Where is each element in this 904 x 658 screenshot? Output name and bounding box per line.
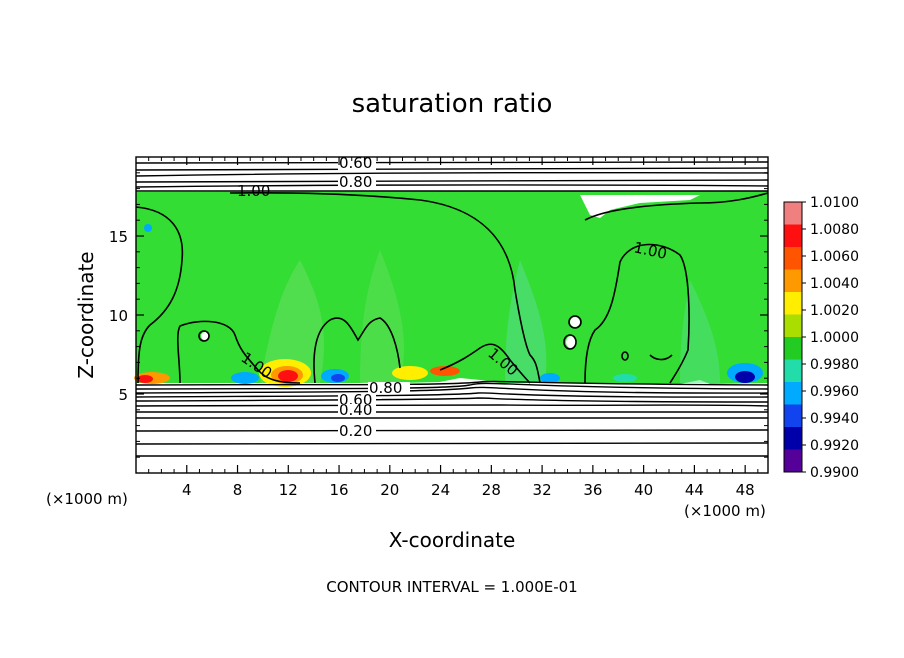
plot-area: 0.60 0.80 1.00 1.00 1.00 1.00 0.80 0.60 … <box>134 154 769 474</box>
x-tick-label: 20 <box>380 481 399 499</box>
contour-label: 1.00 <box>237 182 270 200</box>
contour-lower <box>135 380 769 457</box>
colorbar-label: 1.0000 <box>810 330 859 346</box>
y-tick-label: 10 <box>109 307 128 325</box>
colorbar-swatch <box>784 247 802 270</box>
x-unit-right: (×1000 m) <box>684 502 766 520</box>
x-tick-label: 24 <box>431 481 450 499</box>
x-tick-label: 16 <box>330 481 349 499</box>
x-unit-left: (×1000 m) <box>46 490 128 508</box>
x-tick-label: 36 <box>583 481 602 499</box>
colorbar-swatch <box>784 202 802 225</box>
supersaturation-hotspot <box>278 370 298 382</box>
colorbar-label: 0.9900 <box>810 465 859 481</box>
colorbar-swatch <box>784 224 802 248</box>
contour-1.00 <box>135 191 769 384</box>
colorbar-swatch <box>784 269 802 293</box>
subsaturation-hotspot <box>735 371 755 383</box>
contour-interval-note: CONTOUR INTERVAL = 1.000E-01 <box>326 578 577 596</box>
y-axis-label: Z-coordinate <box>74 251 98 378</box>
colorbar-label: 0.9940 <box>810 411 859 427</box>
colorbar-label: 1.0100 <box>810 195 859 211</box>
x-tick-label: 40 <box>634 481 653 499</box>
contour-label: 0.80 <box>339 173 372 191</box>
dry-region <box>566 336 576 348</box>
x-tick-label: 48 <box>736 481 755 499</box>
x-tick-label: 4 <box>182 481 192 499</box>
x-tick-label: 8 <box>233 481 243 499</box>
y-tick-label: 15 <box>109 228 128 246</box>
subsaturation-hotspot <box>231 372 259 384</box>
colorbar-label: 0.9960 <box>810 384 859 400</box>
colorbar-swatch <box>784 337 802 360</box>
colorbar-swatch <box>784 449 802 473</box>
colorbar-label: 0.9980 <box>810 357 859 373</box>
x-tick-label: 44 <box>685 481 704 499</box>
field-streak <box>680 280 720 383</box>
colorbar: 1.0100 1.0080 1.0060 1.0040 1.0020 1.0000 0.99… <box>783 195 859 481</box>
x-tick-label: 12 <box>279 481 298 499</box>
saturated-field <box>136 191 768 384</box>
subsaturation-hotspot <box>331 374 345 382</box>
supersaturation-hotspot <box>392 366 428 380</box>
colorbar-swatch <box>784 314 802 338</box>
colorbar-label: 0.9920 <box>810 438 859 454</box>
subsaturation-hotspot <box>540 373 560 383</box>
contour-label: 0.20 <box>339 422 372 440</box>
colorbar-swatch <box>784 427 802 450</box>
colorbar-label: 1.0080 <box>810 222 859 238</box>
contour-label: 0.80 <box>369 379 402 397</box>
colorbar-swatch <box>784 404 802 428</box>
y-tick-label: 5 <box>118 386 128 404</box>
field-streak <box>260 260 324 383</box>
subsaturation-hotspot <box>144 224 152 232</box>
y-axis: 5 10 15 <box>109 172 768 458</box>
contour-label: 0.40 <box>339 401 372 419</box>
colorbar-swatch <box>784 359 802 383</box>
chart-title: saturation ratio <box>352 89 553 119</box>
supersaturation-hotspot <box>430 366 460 376</box>
x-tick-label: 32 <box>533 481 552 499</box>
subsaturation-hotspot <box>613 374 637 382</box>
colorbar-label: 1.0040 <box>810 276 859 292</box>
colorbar-swatch <box>784 382 802 405</box>
supersaturation-hotspot <box>137 375 153 383</box>
x-tick-label: 28 <box>482 481 501 499</box>
colorbar-label: 1.0020 <box>810 303 859 319</box>
x-axis-label: X-coordinate <box>389 528 516 552</box>
field-streak <box>360 250 404 383</box>
dry-region <box>570 317 580 327</box>
dry-region <box>580 195 700 218</box>
colorbar-label: 1.0060 <box>810 249 859 265</box>
x-axis: 4 8 12 16 20 24 28 32 36 40 44 48 <box>148 157 759 499</box>
colorbar-swatch <box>784 292 802 315</box>
dry-region <box>201 332 209 340</box>
